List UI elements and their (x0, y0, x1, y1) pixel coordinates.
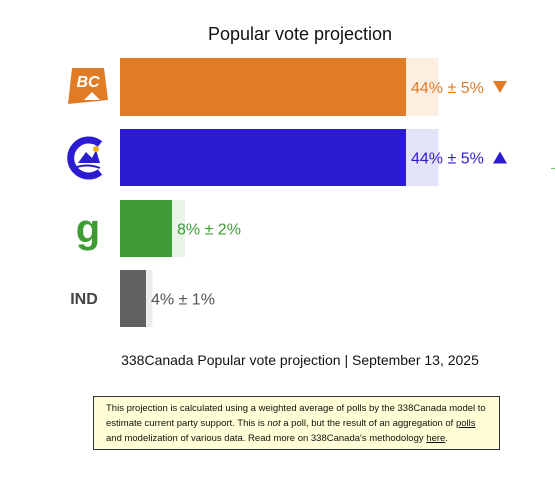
note-text-1: This projection is calculated using a we… (106, 403, 486, 429)
down-triangle-icon (493, 81, 507, 93)
note-text-3: and modelization of various data. Read m… (106, 433, 427, 444)
bc-logo-text: BC (76, 74, 100, 91)
bar-ind (120, 270, 146, 327)
bar-g (120, 200, 172, 257)
methodology-note: This projection is calculated using a we… (93, 396, 500, 450)
note-text-4: . (445, 433, 448, 444)
chart-title: Popular vote projection (208, 24, 392, 44)
bar-bc (120, 58, 406, 116)
value-label-c: 44% ± 5% (411, 151, 484, 168)
value-label-bc: 44% ± 5% (411, 80, 484, 97)
chart-subtitle: 338Canada Popular vote projection | Sept… (121, 352, 479, 368)
value-label-ind: 4% ± 1% (151, 292, 215, 309)
polls-link[interactable]: polls (455, 418, 476, 429)
methodology-here-link[interactable]: here (426, 433, 446, 444)
edge-mark-icon: – (551, 163, 555, 177)
green-party-logo: g (76, 207, 100, 251)
bc-party-logo: BC (68, 68, 108, 104)
bar-c (120, 129, 406, 186)
value-label-g: 8% ± 2% (177, 222, 241, 239)
bars-group: 44% ± 5% 44% ± 5% 8% ± 2% 4% ± 1% (120, 58, 507, 327)
note-not-word: not (267, 418, 281, 429)
up-triangle-icon (493, 151, 507, 164)
conservative-party-logo (67, 136, 103, 180)
note-text-2: a poll, but the result of an aggregation… (280, 418, 456, 429)
independent-label: IND (70, 291, 98, 308)
